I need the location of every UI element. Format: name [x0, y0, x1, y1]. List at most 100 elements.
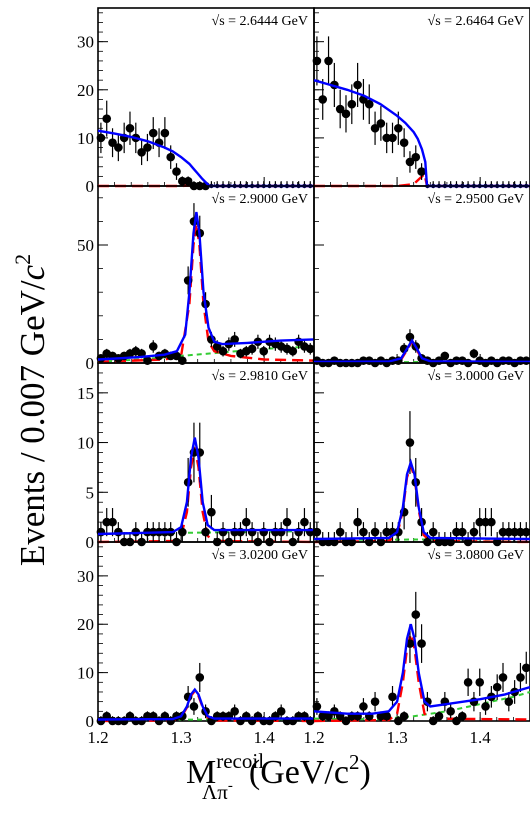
data-point [305, 344, 315, 354]
data-point [382, 711, 391, 721]
data-point [247, 344, 257, 354]
data-point [166, 152, 175, 162]
data-point [388, 692, 397, 702]
data-point [125, 123, 135, 133]
energy-label: √s = 2.9500 GeV [428, 192, 524, 207]
data-point [405, 438, 415, 447]
panel-8: 1.2 1.3 1.4 √s = 3.0800 GeV [303, 541, 530, 747]
data-point [399, 138, 409, 148]
y-tick-label: 10 [77, 664, 94, 683]
data-point [108, 138, 117, 148]
y-tick-label: 30 [77, 33, 94, 52]
data-point [399, 711, 409, 721]
y-tick-label: 50 [77, 236, 94, 255]
panel-frame [97, 185, 315, 364]
energy-label: √s = 2.9000 GeV [212, 192, 308, 207]
data-point [370, 527, 380, 537]
y-tick-label: 20 [77, 615, 94, 634]
data-point [370, 697, 380, 706]
energy-label: √s = 3.0800 GeV [428, 548, 524, 563]
data-point [469, 349, 479, 358]
data-point [276, 707, 286, 716]
data-point [282, 517, 292, 527]
data-point [230, 707, 239, 716]
energy-label: √s = 2.6444 GeV [212, 14, 308, 29]
x-tick-label: 1.3 [386, 728, 407, 747]
data-point [452, 716, 461, 726]
y-tick-label: 0 [86, 712, 95, 731]
data-point [516, 673, 525, 682]
data-point [359, 527, 368, 537]
data-point [469, 527, 479, 537]
data-point [143, 143, 152, 152]
data-point [434, 711, 444, 721]
data-point [241, 517, 251, 527]
y-tick-label: 10 [77, 434, 94, 453]
y-tick-label: 0 [86, 177, 95, 196]
total-fit-curve [313, 338, 530, 363]
data-point [446, 707, 455, 716]
x-axis-title: Mrecoil Λπ- (GeV/c2) [186, 749, 371, 804]
data-point [376, 119, 386, 128]
data-point [137, 148, 146, 157]
data-point [475, 677, 485, 687]
data-point [364, 99, 374, 109]
energy-label: √s = 2.6464 GeV [428, 14, 524, 29]
data-point [521, 527, 530, 537]
data-point [440, 351, 450, 361]
y-tick-label: 10 [77, 129, 94, 148]
data-point [388, 133, 397, 143]
data-point [108, 517, 117, 527]
data-point [195, 673, 205, 682]
data-point [312, 56, 322, 66]
data-point [96, 133, 106, 143]
total-fit-curve [97, 687, 314, 721]
data-point [148, 342, 158, 351]
data-point [288, 346, 298, 356]
data-point [178, 527, 187, 537]
data-point [487, 517, 496, 527]
total-fit-curve [97, 437, 314, 536]
energy-label: √s = 3.0000 GeV [428, 369, 524, 384]
y-tick-label: 20 [77, 81, 94, 100]
panel-1: 0 10 20 30 √s = 2.6444 GeV [77, 7, 315, 196]
total-fit-curve [97, 211, 315, 361]
total-fit-curve [313, 623, 530, 715]
data-point [353, 517, 362, 527]
panel-frame [313, 185, 530, 364]
x-tick-label: 1.4 [470, 728, 492, 747]
data-point [218, 346, 228, 356]
data-point [102, 114, 112, 123]
x-tick-label: 1.3 [170, 728, 191, 747]
data-point [359, 702, 368, 711]
data-point [341, 716, 351, 726]
total-fit-curve [313, 79, 530, 188]
data-point [259, 346, 269, 356]
x-tick-label: 1.2 [87, 728, 108, 747]
data-point [498, 673, 508, 682]
data-point [521, 663, 530, 673]
panel-2: √s = 2.6464 GeV [312, 7, 530, 189]
panel-3: 0 50 √s = 2.9000 GeV [77, 185, 315, 373]
y-tick-label: 0 [86, 354, 95, 373]
data-point [417, 639, 426, 648]
data-point [201, 527, 210, 537]
data-point [405, 157, 415, 167]
data-point [411, 152, 421, 162]
data-point [411, 610, 421, 619]
data-point [172, 167, 181, 176]
data-point [183, 176, 193, 186]
data-point [114, 143, 123, 152]
data-point [312, 702, 322, 711]
y-tick-label: 30 [77, 567, 94, 586]
data-point [300, 517, 309, 527]
signal-curve [97, 447, 315, 544]
total-fit-curve [97, 129, 314, 188]
data-point [324, 711, 333, 721]
data-point [457, 711, 467, 721]
y-tick-label: 5 [86, 483, 95, 502]
data-point [481, 702, 490, 711]
data-point [335, 527, 345, 537]
data-point [463, 677, 473, 687]
